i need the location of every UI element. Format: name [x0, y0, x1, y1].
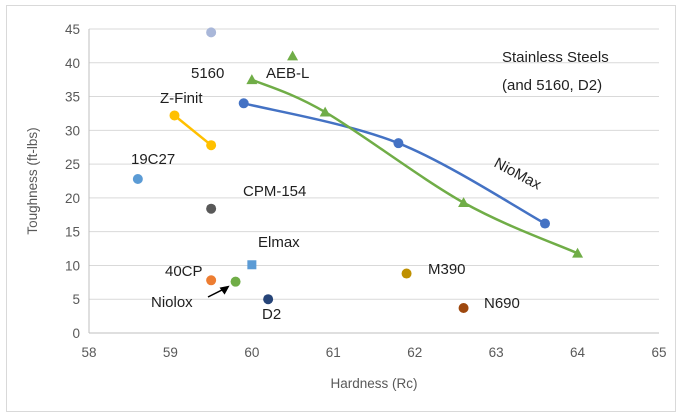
y-axis-title: Toughness (ft-lbs) [25, 127, 40, 234]
x-tick-label: 62 [407, 345, 422, 360]
y-tick-label: 35 [65, 90, 80, 105]
y-tick-label: 30 [65, 123, 80, 138]
point-label: Niolox [151, 294, 193, 311]
data-point [393, 138, 404, 149]
data-point [572, 247, 584, 258]
data-point [458, 303, 469, 314]
data-point [246, 74, 258, 85]
point-label: Elmax [258, 234, 300, 251]
point-label: 19C27 [131, 151, 175, 168]
data-point [206, 203, 217, 214]
data-point [206, 140, 217, 151]
point-label: N690 [484, 295, 520, 312]
chart-annotation-line-1: Stainless Steels [502, 49, 609, 66]
y-tick-label: 5 [72, 292, 80, 307]
point-label: 40CP [165, 263, 203, 280]
data-point [319, 106, 331, 117]
point-label: 5160 [191, 65, 224, 82]
x-tick-label: 63 [489, 345, 504, 360]
data-point [206, 27, 217, 38]
x-tick-label: 60 [244, 345, 259, 360]
x-tick-label: 61 [326, 345, 341, 360]
x-tick-label: 59 [163, 345, 178, 360]
data-point [238, 98, 249, 109]
data-point [206, 275, 217, 286]
point-label: CPM-154 [243, 183, 306, 200]
point-labels: NioMax AEB-L Z-Finit 5160 19C27 CPM-154 Elmax 4… [131, 65, 544, 323]
point-label: NioMax [491, 155, 544, 194]
data-point [287, 50, 299, 61]
y-tick-label: 20 [65, 191, 80, 206]
data-point [540, 218, 550, 229]
data-point [169, 110, 180, 121]
data-point [458, 197, 470, 208]
point-label: M390 [428, 261, 466, 278]
data-point [247, 260, 257, 270]
data-markers [132, 27, 584, 314]
chart-annotation-line-2: (and 5160, D2) [502, 77, 602, 94]
y-tick-label: 0 [72, 326, 80, 341]
x-tick-label: 65 [651, 345, 666, 360]
point-label: D2 [262, 306, 281, 323]
arrow-head [219, 285, 230, 295]
y-tick-label: 45 [65, 22, 80, 37]
x-tick-label: 64 [570, 345, 586, 360]
series-line [251, 78, 579, 255]
data-point [132, 173, 143, 184]
y-tick-label: 10 [65, 258, 80, 273]
niolox-arrow-icon [207, 285, 230, 298]
axes: 0 5 10 15 20 25 30 35 40 45 58 59 60 61 62 63 64 65 [65, 22, 667, 360]
point-label: AEB-L [266, 65, 309, 82]
data-point [230, 276, 241, 287]
gridlines [89, 28, 659, 300]
data-point [263, 294, 274, 305]
data-point [401, 268, 412, 279]
series-line [173, 114, 212, 147]
x-axis-title: Hardness (Rc) [330, 376, 417, 391]
y-tick-label: 15 [65, 225, 80, 240]
x-tick-label: 58 [81, 345, 96, 360]
chart-frame [6, 5, 676, 412]
y-tick-label: 25 [65, 157, 80, 172]
point-label: Z-Finit [160, 90, 203, 107]
y-tick-label: 40 [65, 56, 80, 71]
